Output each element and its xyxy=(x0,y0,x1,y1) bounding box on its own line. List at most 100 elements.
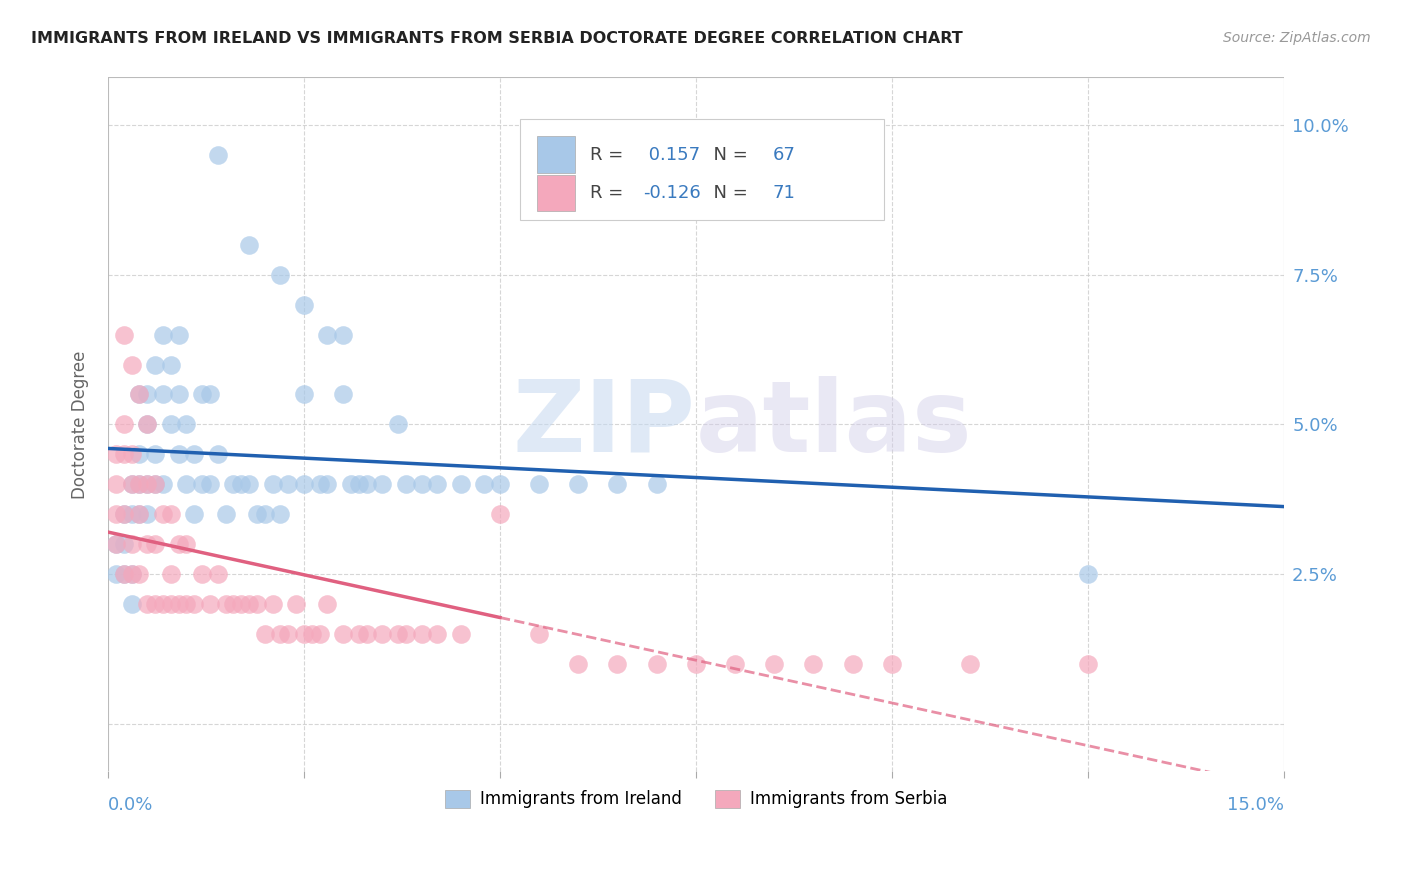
Point xyxy=(152,387,174,401)
Y-axis label: Doctorate Degree: Doctorate Degree xyxy=(72,351,89,499)
Point xyxy=(411,627,433,641)
Point xyxy=(395,627,418,641)
Point xyxy=(292,477,315,491)
FancyBboxPatch shape xyxy=(537,136,575,172)
Text: ZIP: ZIP xyxy=(513,376,696,473)
Point xyxy=(112,447,135,461)
Point xyxy=(207,447,229,461)
Point xyxy=(411,477,433,491)
Point xyxy=(1077,657,1099,671)
Point xyxy=(1077,566,1099,581)
Point xyxy=(238,238,260,252)
Point xyxy=(121,477,143,491)
Point xyxy=(803,657,825,671)
Point xyxy=(645,657,668,671)
Point xyxy=(143,597,166,611)
Point xyxy=(104,537,127,551)
Point xyxy=(104,566,127,581)
Point xyxy=(387,417,409,432)
Text: IMMIGRANTS FROM IRELAND VS IMMIGRANTS FROM SERBIA DOCTORATE DEGREE CORRELATION C: IMMIGRANTS FROM IRELAND VS IMMIGRANTS FR… xyxy=(31,31,963,46)
Point xyxy=(285,597,308,611)
Text: Source: ZipAtlas.com: Source: ZipAtlas.com xyxy=(1223,31,1371,45)
Text: R =: R = xyxy=(591,146,628,164)
Point xyxy=(292,387,315,401)
Point xyxy=(246,597,269,611)
Point xyxy=(685,657,707,671)
Text: 71: 71 xyxy=(772,185,796,202)
Point xyxy=(880,657,903,671)
Point xyxy=(167,387,190,401)
Point xyxy=(159,507,181,521)
Point xyxy=(371,627,394,641)
Point xyxy=(207,566,229,581)
Point xyxy=(356,627,378,641)
Point xyxy=(112,507,135,521)
Point xyxy=(191,566,214,581)
Point xyxy=(262,477,284,491)
Text: 67: 67 xyxy=(772,146,796,164)
Legend: Immigrants from Ireland, Immigrants from Serbia: Immigrants from Ireland, Immigrants from… xyxy=(437,783,953,815)
Point xyxy=(128,387,150,401)
Point xyxy=(340,477,363,491)
Point xyxy=(121,537,143,551)
Point xyxy=(207,148,229,162)
Point xyxy=(269,507,291,521)
Point xyxy=(191,387,214,401)
Point xyxy=(332,627,354,641)
Point xyxy=(308,477,330,491)
Point xyxy=(128,566,150,581)
Point xyxy=(176,477,198,491)
Point xyxy=(128,477,150,491)
Point xyxy=(121,566,143,581)
Point xyxy=(176,597,198,611)
Text: -0.126: -0.126 xyxy=(643,185,700,202)
Point xyxy=(152,597,174,611)
Point xyxy=(136,597,159,611)
Point xyxy=(136,417,159,432)
Point xyxy=(152,507,174,521)
Point xyxy=(167,327,190,342)
Point xyxy=(472,477,495,491)
Point xyxy=(112,537,135,551)
Point xyxy=(136,537,159,551)
Point xyxy=(112,566,135,581)
Point xyxy=(128,387,150,401)
Point xyxy=(198,477,221,491)
Point xyxy=(332,387,354,401)
Point xyxy=(269,268,291,282)
Point xyxy=(128,507,150,521)
Point xyxy=(143,537,166,551)
Point xyxy=(347,477,370,491)
Point xyxy=(214,597,236,611)
Text: 15.0%: 15.0% xyxy=(1227,797,1284,814)
Point xyxy=(198,597,221,611)
Point xyxy=(112,417,135,432)
Point xyxy=(159,417,181,432)
Text: 0.157: 0.157 xyxy=(643,146,700,164)
Point xyxy=(183,447,205,461)
Point xyxy=(183,507,205,521)
Point xyxy=(104,507,127,521)
Point xyxy=(143,477,166,491)
Point xyxy=(489,477,512,491)
Point xyxy=(136,417,159,432)
Point xyxy=(724,657,747,671)
Text: N =: N = xyxy=(702,185,754,202)
Point xyxy=(136,477,159,491)
Point xyxy=(395,477,418,491)
Point xyxy=(527,477,550,491)
Point xyxy=(292,627,315,641)
Point xyxy=(645,477,668,491)
Point xyxy=(262,597,284,611)
Point xyxy=(316,597,339,611)
Text: 0.0%: 0.0% xyxy=(108,797,153,814)
Point xyxy=(567,477,589,491)
Point xyxy=(763,657,786,671)
Point xyxy=(238,477,260,491)
Text: R =: R = xyxy=(591,185,628,202)
Point xyxy=(269,627,291,641)
Point xyxy=(222,597,245,611)
Point xyxy=(143,358,166,372)
Point xyxy=(292,298,315,312)
Point xyxy=(152,327,174,342)
